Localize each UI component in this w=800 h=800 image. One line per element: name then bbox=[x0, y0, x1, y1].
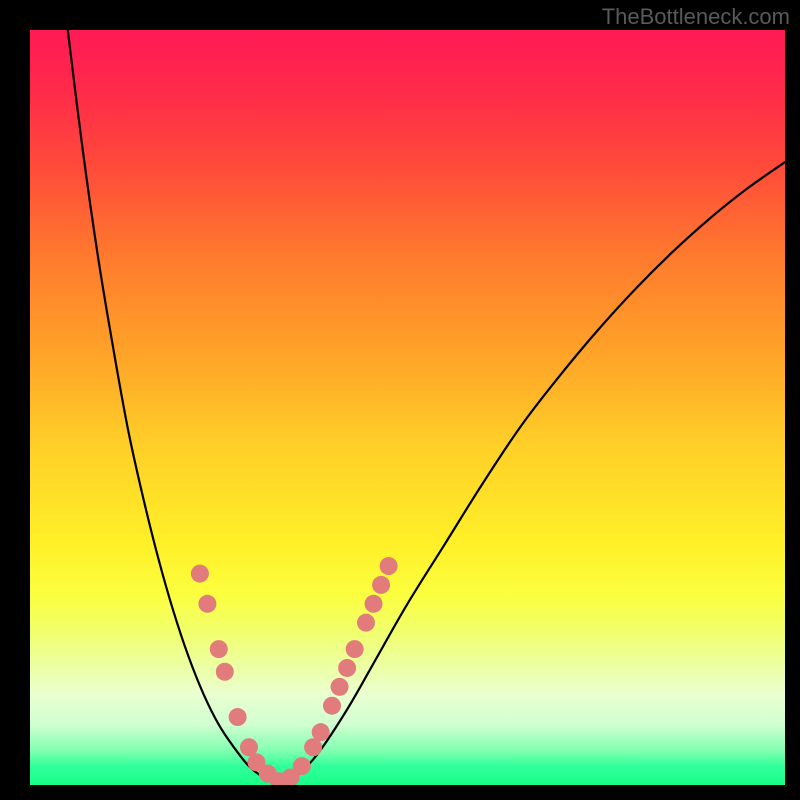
gradient-background bbox=[30, 30, 785, 785]
data-marker bbox=[331, 678, 349, 696]
data-marker bbox=[216, 663, 234, 681]
data-marker bbox=[229, 708, 247, 726]
data-marker bbox=[191, 565, 209, 583]
data-marker bbox=[372, 576, 390, 594]
data-marker bbox=[380, 557, 398, 575]
data-marker bbox=[293, 757, 311, 775]
plot-area bbox=[30, 30, 785, 785]
data-marker bbox=[210, 640, 228, 658]
data-marker bbox=[338, 659, 356, 677]
chart-svg bbox=[30, 30, 785, 785]
data-marker bbox=[323, 697, 341, 715]
data-marker bbox=[365, 595, 383, 613]
watermark-text: TheBottleneck.com bbox=[602, 4, 790, 30]
data-marker bbox=[312, 723, 330, 741]
data-marker bbox=[198, 595, 216, 613]
data-marker bbox=[357, 614, 375, 632]
chart-container: TheBottleneck.com bbox=[0, 0, 800, 800]
data-marker bbox=[346, 640, 364, 658]
